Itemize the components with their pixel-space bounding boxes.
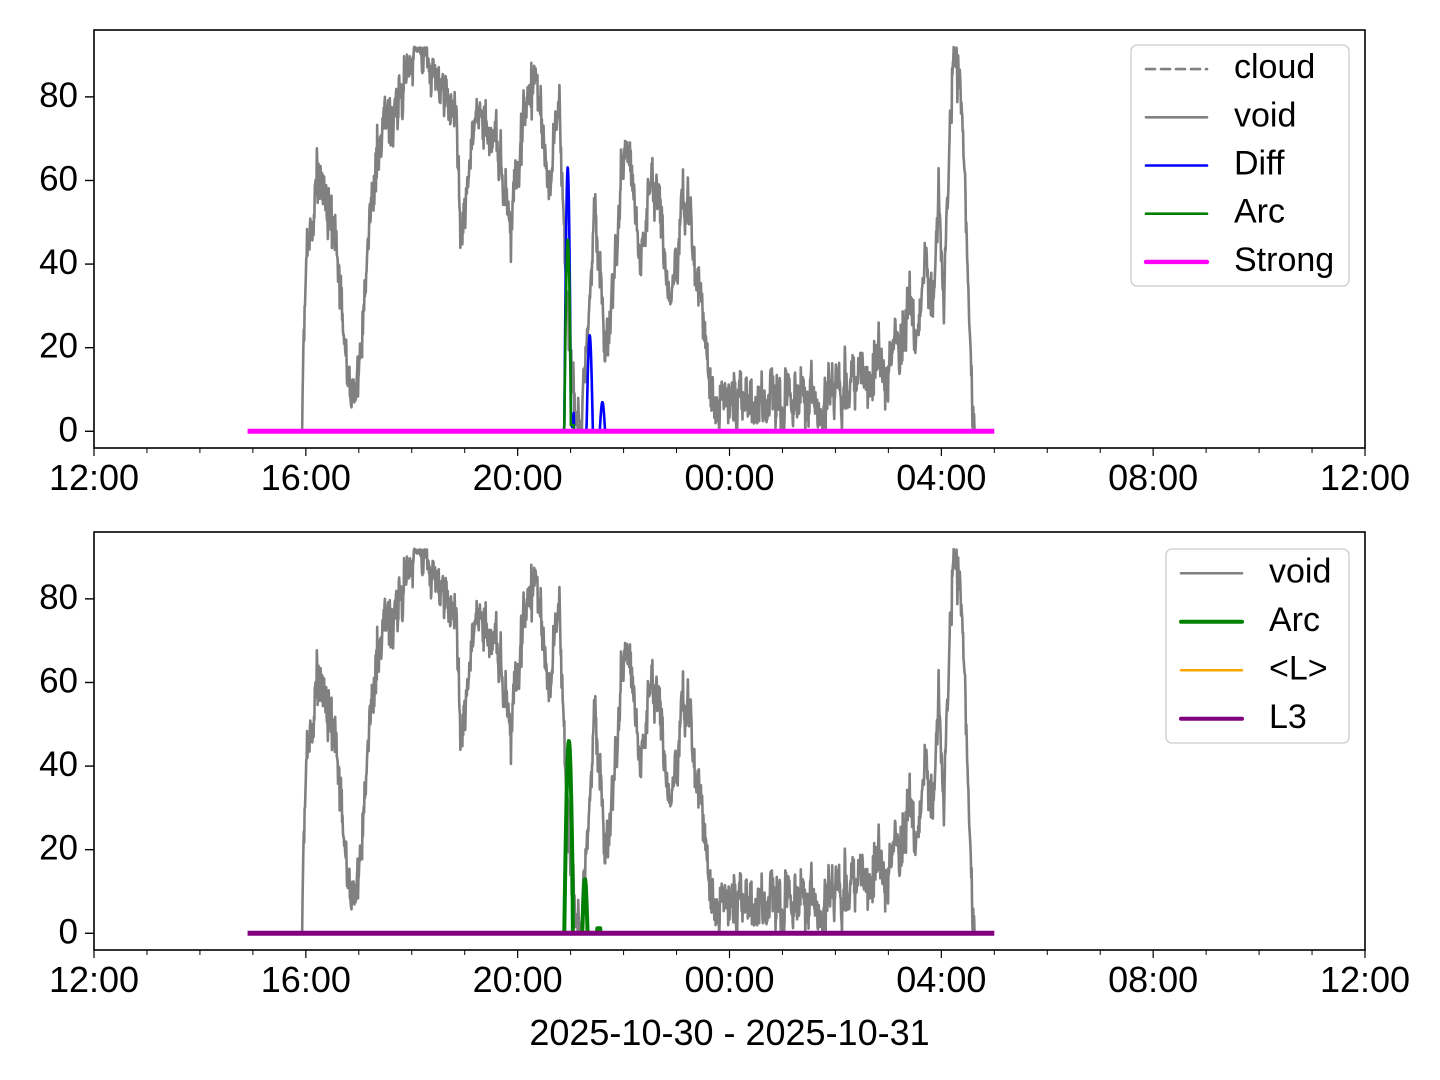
svg-text:0: 0 <box>59 410 78 449</box>
svg-text:12:00: 12:00 <box>1320 959 1410 1000</box>
svg-text:60: 60 <box>39 661 78 700</box>
svg-text:20:00: 20:00 <box>473 959 563 1000</box>
svg-text:04:00: 04:00 <box>896 959 986 1000</box>
svg-text:20: 20 <box>39 829 78 868</box>
svg-text:void: void <box>1234 96 1296 134</box>
svg-text:00:00: 00:00 <box>684 959 774 1000</box>
svg-text:Arc: Arc <box>1234 193 1285 231</box>
svg-text:08:00: 08:00 <box>1108 457 1198 498</box>
svg-text:04:00: 04:00 <box>896 457 986 498</box>
svg-text:12:00: 12:00 <box>1320 457 1410 498</box>
svg-text:12:00: 12:00 <box>49 457 139 498</box>
svg-text:Arc: Arc <box>1269 601 1320 639</box>
svg-text:<L>: <L> <box>1269 649 1328 687</box>
svg-text:12:00: 12:00 <box>49 959 139 1000</box>
svg-text:2025-10-30 - 2025-10-31: 2025-10-30 - 2025-10-31 <box>529 1012 929 1053</box>
svg-text:void: void <box>1269 552 1331 590</box>
svg-text:00:00: 00:00 <box>684 457 774 498</box>
svg-text:08:00: 08:00 <box>1108 959 1198 1000</box>
svg-text:40: 40 <box>39 243 78 282</box>
svg-text:80: 80 <box>39 578 78 617</box>
svg-text:Strong: Strong <box>1234 241 1334 279</box>
svg-text:L3: L3 <box>1269 698 1307 736</box>
svg-text:16:00: 16:00 <box>261 959 351 1000</box>
svg-text:20:00: 20:00 <box>473 457 563 498</box>
svg-text:Diff: Diff <box>1234 145 1285 183</box>
svg-text:cloud: cloud <box>1234 48 1315 86</box>
svg-text:0: 0 <box>59 912 78 951</box>
svg-text:16:00: 16:00 <box>261 457 351 498</box>
svg-text:20: 20 <box>39 327 78 366</box>
svg-text:40: 40 <box>39 745 78 784</box>
svg-text:60: 60 <box>39 159 78 198</box>
svg-text:80: 80 <box>39 76 78 115</box>
